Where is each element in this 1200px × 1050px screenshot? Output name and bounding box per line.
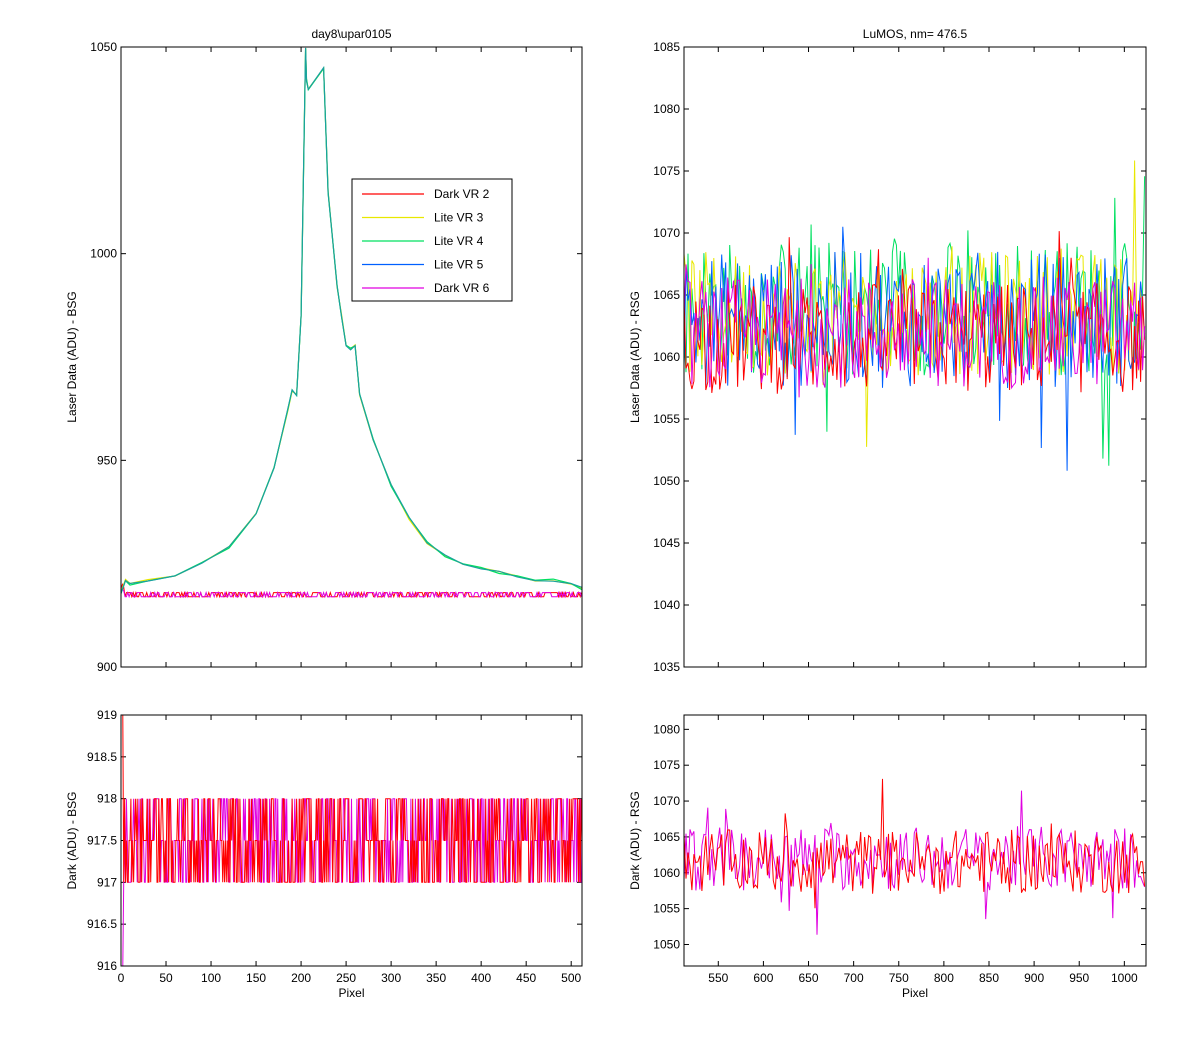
x-tick-label: 950 [1069,971,1089,985]
x-tick-label: 500 [561,971,581,985]
legend-entry: Lite VR 4 [434,234,484,248]
y-tick-label: 1080 [653,722,680,736]
y-tick-label: 1065 [653,288,680,302]
y-tick-label: 1055 [653,412,680,426]
bsg-laser-axes: 900 950 1000 1050 day8\upar0105 Laser Data (A… [65,27,582,674]
x-tick-label: 100 [201,971,221,985]
y-tick-label: 1065 [653,830,680,844]
y-tick-label: 1000 [90,247,117,261]
x-tick-label: 50 [159,971,173,985]
x-tick-label: 1000 [1111,971,1138,985]
y-tick-label: 1040 [653,598,680,612]
x-tick-label: 250 [336,971,356,985]
x-tick-label: 600 [753,971,773,985]
x-axis-label: Pixel [902,986,928,1000]
y-tick-label: 916.5 [87,917,117,931]
x-tick-label: 850 [979,971,999,985]
rsg-dark-plot-area [684,715,1146,966]
series-line-dark-vr-2 [121,715,582,883]
series-line-lite-vr-5 [121,47,582,594]
y-tick-label: 917.5 [87,834,117,848]
x-tick-label: 300 [381,971,401,985]
y-tick-label: 900 [97,660,117,674]
legend-entry: Dark VR 6 [434,281,490,295]
series-line-dark-vr-6 [121,585,582,599]
y-axis-label: Laser Data (ADU) - BSG [65,291,79,422]
legend-entry: Lite VR 3 [434,211,484,225]
x-tick-label: 700 [844,971,864,985]
series-line-dark-vr-6 [684,257,1146,398]
y-tick-label: 1070 [653,226,680,240]
legend-entry: Dark VR 2 [434,187,490,201]
y-tick-label: 1055 [653,902,680,916]
y-tick-label: 919 [97,708,117,722]
y-tick-label: 1050 [653,474,680,488]
rsg-laser-frame [683,46,1147,668]
x-tick-label: 350 [426,971,446,985]
y-tick-label: 1050 [653,937,680,951]
y-tick-label: 1050 [90,40,117,54]
series-line-dark-vr-6 [684,790,1146,935]
y-tick-label: 1060 [653,866,680,880]
y-tick-label: 918.5 [87,750,117,764]
y-tick-label: 950 [97,453,117,467]
chart-title: LuMOS, nm= 476.5 [863,27,968,41]
x-tick-label: 650 [799,971,819,985]
legend-box [351,178,513,302]
bsg-dark-frame [120,714,583,967]
legend-entry: Lite VR 5 [434,258,484,272]
x-tick-label: 900 [1024,971,1044,985]
y-tick-label: 917 [97,875,117,889]
x-tick-label: 150 [246,971,266,985]
y-axis-label: Dark (ADU) - RSG [628,791,642,890]
x-tick-label: 0 [118,971,125,985]
chart-title: day8\upar0105 [311,27,391,41]
y-tick-label: 1070 [653,794,680,808]
x-tick-label: 450 [516,971,536,985]
x-tick-label: 800 [934,971,954,985]
y-tick-label: 1075 [653,164,680,178]
series-line-dark-vr-2 [684,778,1146,909]
y-tick-label: 1060 [653,350,680,364]
x-axis-label: Pixel [338,986,364,1000]
y-axis-label: Laser Data (ADU) - RSG [628,291,642,423]
y-tick-label: 1080 [653,102,680,116]
legend: Dark VR 2 Lite VR 3 Lite VR 4 Lite VR 5 Dark… [351,178,513,302]
x-tick-label: 750 [889,971,909,985]
bsg-laser-plot-area [121,47,582,667]
y-tick-label: 1045 [653,536,680,550]
y-tick-label: 1035 [653,660,680,674]
y-tick-label: 1075 [653,758,680,772]
y-axis-label: Dark (ADU) - BSG [65,791,79,889]
y-tick-label: 1085 [653,40,680,54]
x-tick-label: 550 [708,971,728,985]
x-tick-label: 200 [291,971,311,985]
y-tick-label: 918 [97,792,117,806]
y-tick-label: 916 [97,959,117,973]
bsg-laser-frame [120,46,583,668]
x-tick-label: 400 [471,971,491,985]
rsg-dark-frame [683,714,1147,967]
